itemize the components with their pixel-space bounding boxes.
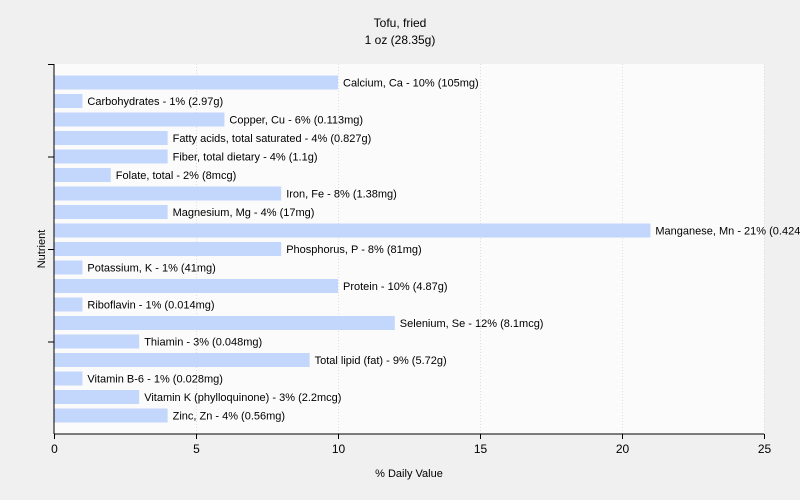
bar-label: Selenium, Se - 12% (8.1mcg) [400, 318, 544, 330]
x-axis-title: % Daily Value [375, 468, 443, 480]
bar-label: Magnesium, Mg - 4% (17mg) [173, 207, 315, 219]
bar [54, 408, 168, 423]
bars: Calcium, Ca - 10% (105mg) Carbohydrates -… [54, 75, 800, 423]
bar-label: Thiamin - 3% (0.048mg) [144, 337, 262, 349]
x-tick-label: 20 [616, 442, 630, 456]
bar-label: Carbohydrates - 1% (2.97g) [87, 96, 223, 108]
x-tick-label: 0 [51, 442, 58, 456]
bar [54, 390, 140, 404]
y-axis-title: Nutrient [36, 230, 48, 269]
bar [54, 297, 83, 312]
bar-label: Fatty acids, total saturated - 4% (0.827… [173, 133, 372, 145]
bar-label: Total lipid (fat) - 9% (5.72g) [315, 355, 447, 367]
bar [54, 168, 111, 182]
y-ticks [48, 64, 54, 343]
bar [54, 149, 168, 164]
chart-title: Tofu, fried [374, 16, 427, 30]
bar [54, 186, 282, 201]
bar [54, 242, 282, 256]
bar [54, 131, 168, 145]
bar-label: Phosphorus, P - 8% (81mg) [286, 244, 422, 256]
bar-label: Protein - 10% (4.87g) [343, 281, 448, 293]
bar-label: Riboflavin - 1% (0.014mg) [87, 300, 214, 312]
bar-label: Calcium, Ca - 10% (105mg) [343, 78, 479, 90]
bar [54, 223, 651, 238]
bar-label: Vitamin K (phylloquinone) - 3% (2.2mcg) [144, 392, 341, 404]
bar-label: Potassium, K - 1% (41mg) [87, 263, 215, 275]
bar [54, 316, 395, 330]
bar-label: Folate, total - 2% (8mcg) [116, 170, 236, 182]
bar-label: Iron, Fe - 8% (1.38mg) [286, 189, 397, 201]
x-tick-label: 25 [758, 442, 772, 456]
bar [54, 353, 310, 367]
x-tick-label: 10 [332, 442, 346, 456]
bar [54, 279, 338, 293]
bar [54, 334, 140, 349]
x-tick-label: 15 [474, 442, 488, 456]
bar [54, 112, 225, 127]
bar-label: Zinc, Zn - 4% (0.56mg) [173, 411, 285, 423]
bar [54, 94, 83, 108]
bar [54, 371, 83, 386]
bar-label: Vitamin B-6 - 1% (0.028mg) [87, 374, 223, 386]
bar [54, 75, 338, 90]
x-tick-label: 5 [193, 442, 200, 456]
chart-subtitle: 1 oz (28.35g) [365, 33, 436, 47]
bar-label: Copper, Cu - 6% (0.113mg) [229, 115, 363, 127]
bar-label: Fiber, total dietary - 4% (1.1g) [173, 152, 318, 164]
x-ticks: 0 5 10 15 20 25 [51, 434, 771, 456]
bar-label: Manganese, Mn - 21% (0.424mg) [655, 226, 800, 238]
bar [54, 260, 83, 275]
bar [54, 205, 168, 219]
